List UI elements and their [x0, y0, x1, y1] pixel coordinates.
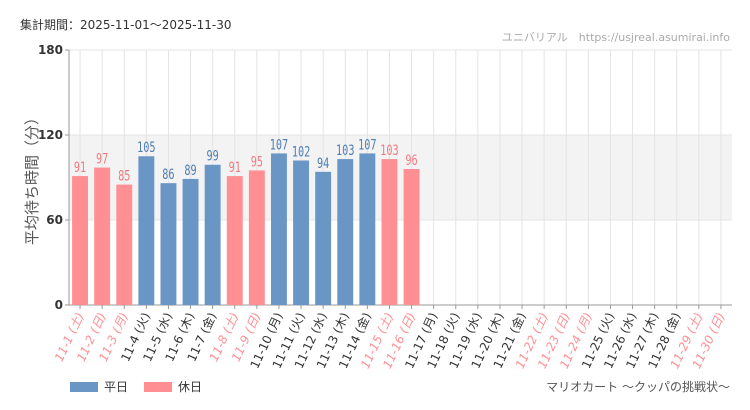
legend-item-holiday[interactable]: 休日 — [144, 378, 202, 395]
bar — [359, 153, 376, 305]
bar — [182, 178, 199, 305]
shaded-band — [69, 135, 732, 220]
bar — [315, 171, 332, 305]
bar — [94, 167, 111, 305]
bar-value-label: 102 — [292, 144, 310, 160]
bar-value-label: 94 — [317, 155, 329, 171]
bar-value-label: 103 — [336, 143, 354, 159]
legend-item-weekday[interactable]: 平日 — [70, 378, 128, 395]
y-axis-label: 平均待ち時間（分） — [23, 110, 41, 245]
y-tick-label: 120 — [38, 128, 63, 142]
bar-value-label: 86 — [162, 167, 174, 183]
legend-label-weekday: 平日 — [104, 380, 129, 394]
bar — [248, 170, 265, 305]
chart-legend: 平日 休日 — [70, 378, 218, 395]
bar-value-label: 107 — [358, 137, 376, 153]
bar-value-label: 89 — [184, 162, 196, 178]
bar-value-label: 107 — [270, 137, 288, 153]
bar — [337, 159, 354, 305]
y-tick-label: 180 — [38, 43, 63, 57]
bar — [204, 164, 221, 305]
bar-value-label: 91 — [74, 160, 86, 176]
bar — [138, 156, 155, 305]
period-label: 集計期間：2025-11-01～2025-11-30 — [20, 18, 232, 32]
bar — [381, 159, 398, 305]
bar — [226, 176, 243, 305]
bar-value-label: 96 — [405, 152, 417, 168]
bar-value-label: 99 — [207, 148, 219, 164]
bar-value-label: 97 — [96, 151, 108, 167]
bar-value-label: 105 — [137, 140, 155, 156]
bar — [116, 184, 133, 305]
y-tick-label: 60 — [46, 213, 63, 227]
legend-label-holiday: 休日 — [178, 380, 203, 394]
bar — [160, 183, 177, 305]
bar — [72, 176, 89, 305]
bar — [293, 160, 310, 305]
bar-value-label: 95 — [251, 154, 263, 170]
bar-value-label: 85 — [118, 168, 130, 184]
bar — [270, 153, 287, 305]
legend-swatch-holiday — [144, 381, 173, 392]
bar-value-label: 103 — [380, 143, 398, 159]
watermark-text: ユニバリアル https://usjreal.asumirai.info — [502, 31, 730, 44]
legend-swatch-weekday — [70, 381, 98, 392]
bar — [403, 169, 420, 305]
attraction-name: マリオカート ～クッパの挑戦状～ — [546, 380, 730, 394]
y-tick-label: 0 — [55, 298, 63, 312]
bar-value-label: 91 — [229, 160, 241, 176]
